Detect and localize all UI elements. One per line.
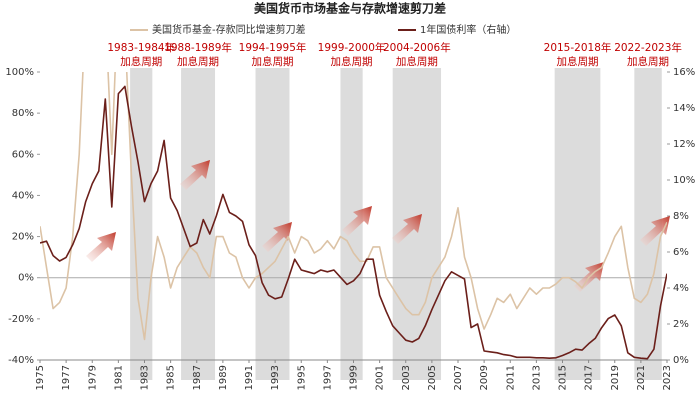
- x-tick-label: 2003: [401, 365, 412, 390]
- y-tick-label: 20%: [12, 232, 34, 243]
- period-label: 2022-2023年: [614, 41, 682, 54]
- y2-tick-label: 10%: [673, 175, 695, 186]
- x-tick-label: 1979: [87, 365, 98, 390]
- x-tick-label: 2011: [505, 365, 516, 390]
- x-tick-label: 1995: [296, 365, 307, 390]
- x-tick-label: 2023: [662, 365, 673, 390]
- x-tick-label: 2021: [636, 365, 647, 390]
- y2-tick-label: 2%: [673, 319, 689, 330]
- period-note: 加息周期: [557, 55, 599, 68]
- period-note: 加息周期: [252, 55, 294, 68]
- shaded-periods: [130, 68, 662, 380]
- axes: -40% -20% 0% 20% 40% 60% 80% 100% 0% 2% 4% 6% 8% 10% 1…: [5, 67, 695, 390]
- x-tick-label: 1983: [140, 365, 151, 390]
- period-label: 1983-1984年: [107, 41, 175, 54]
- y2-tick-label: 0%: [673, 355, 689, 366]
- y2-tick-label: 16%: [673, 67, 695, 78]
- chart-title: 美国货币市场基金与存款增速剪刀差: [254, 1, 446, 16]
- series-line: [40, 85, 667, 360]
- shaded-period: [554, 68, 601, 380]
- legend-label: 美国货币基金-存款同比增速剪刀差: [152, 23, 306, 36]
- y-tick-label: 100%: [5, 67, 34, 78]
- x-tick-label: 2015: [558, 365, 569, 390]
- x-tick-label: 1975: [35, 365, 46, 390]
- x-tick-label: 1999: [349, 365, 360, 390]
- y2-tick-label: 12%: [673, 139, 695, 150]
- x-tick-label: 1993: [270, 365, 281, 390]
- x-tick-label: 2009: [479, 365, 490, 390]
- period-label: 1999-2000年: [318, 41, 386, 54]
- x-tick-label: 1991: [244, 365, 255, 390]
- x-tick-label: 1989: [218, 365, 229, 390]
- y-tick-label: 40%: [12, 190, 34, 201]
- period-note: 加息周期: [396, 55, 438, 68]
- period-label: 2015-2018年: [544, 41, 612, 54]
- period-note: 加息周期: [331, 55, 373, 68]
- period-label: 1988-1989年: [164, 41, 232, 54]
- x-tick-label: 2017: [584, 365, 595, 390]
- period-note: 加息周期: [120, 55, 162, 68]
- y-tick-label: 60%: [12, 149, 34, 160]
- shaded-period: [255, 68, 290, 380]
- x-tick-label: 1985: [166, 365, 177, 390]
- lines: [40, 72, 667, 360]
- y-tick-label: -40%: [8, 355, 34, 366]
- x-tick-label: 2013: [531, 365, 542, 390]
- x-tick-label: 1977: [61, 365, 72, 390]
- x-tick-label: 1987: [192, 365, 203, 390]
- x-tick-label: 2005: [427, 365, 438, 390]
- x-tick-label: 2019: [610, 365, 621, 390]
- y-tick-label: 80%: [12, 108, 34, 119]
- legend: 美国货币基金-存款同比增速剪刀差 1年国债利率（右轴）: [130, 23, 516, 36]
- arrow: [86, 232, 116, 262]
- period-note: 加息周期: [627, 55, 669, 68]
- x-tick-label: 1981: [113, 365, 124, 390]
- x-tick-label: 1997: [322, 365, 333, 390]
- y2-tick-label: 14%: [673, 103, 695, 114]
- period-note: 加息周期: [177, 55, 219, 68]
- y2-tick-label: 4%: [673, 283, 689, 294]
- legend-label: 1年国债利率（右轴）: [420, 23, 516, 36]
- period-label: 1994-1995年: [239, 41, 307, 54]
- series-line: [40, 72, 667, 341]
- shaded-period: [181, 68, 216, 380]
- period-label: 2004-2006年: [383, 41, 451, 54]
- y-tick-label: 0%: [18, 273, 34, 284]
- y-tick-label: -20%: [8, 314, 34, 325]
- x-tick-label: 2007: [453, 365, 464, 390]
- y2-tick-label: 8%: [673, 211, 689, 222]
- x-tick-label: 2001: [375, 365, 386, 390]
- y2-tick-label: 6%: [673, 247, 689, 258]
